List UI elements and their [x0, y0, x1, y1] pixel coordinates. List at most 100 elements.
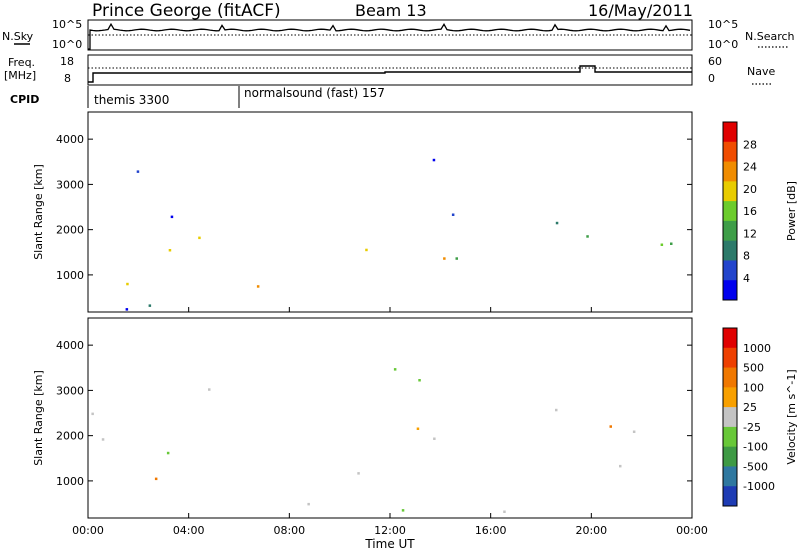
freq-label-line2: [MHz] — [4, 69, 36, 82]
noise-right-tick-top: 10^5 — [708, 18, 738, 31]
colorbar-swatch — [723, 367, 737, 388]
colorbar-tick-label: 25 — [743, 401, 757, 414]
x-tick-label: 12:00 — [374, 524, 406, 537]
freq-panel: Freq. [MHz] 18 8 60 0 Nave — [4, 54, 775, 86]
data-cell — [555, 221, 559, 225]
freq-left-tick-bottom: 8 — [64, 72, 71, 85]
x-tick-label: 20:00 — [575, 524, 607, 537]
data-cell — [168, 249, 172, 252]
colorbar-swatch — [723, 181, 737, 202]
velocity-panel-frame — [87, 317, 693, 519]
freq-right-tick-bottom: 0 — [708, 72, 715, 85]
data-cell — [126, 282, 129, 286]
freq-right-tick-top: 60 — [708, 55, 722, 68]
data-cell — [307, 502, 310, 506]
y-tick-label: 3000 — [56, 178, 84, 191]
data-cell — [451, 213, 455, 216]
freq-panel-frame — [87, 54, 693, 86]
noise-right-tick-bottom: 10^0 — [708, 38, 738, 51]
y-tick-label: 2000 — [56, 430, 84, 443]
data-cell — [401, 509, 405, 512]
y-tick-label: 1000 — [56, 269, 84, 282]
colorbar-tick-label: -1000 — [743, 480, 775, 493]
colorbar-swatch — [723, 220, 737, 242]
noise-sky-label: N.Sky — [2, 30, 34, 43]
velocity-panel: 1000 2000 3000 4000 Slant Range [km] 1000 50… — [32, 317, 798, 551]
colorbar-swatch — [723, 141, 737, 163]
y-tick-label: 4000 — [56, 133, 84, 146]
colorbar-tick-label: 24 — [743, 161, 757, 174]
x-tick-label: 04:00 — [173, 524, 205, 537]
data-cell — [154, 477, 158, 481]
data-cell — [170, 215, 174, 219]
colorbar-tick-label: 4 — [743, 272, 750, 285]
data-cell — [660, 243, 664, 246]
data-cell — [91, 412, 94, 416]
freq-label-line1: Freq. — [8, 56, 35, 69]
data-cell — [432, 158, 436, 162]
x-tick-label: 16:00 — [475, 524, 507, 537]
colorbar-tick-label: 12 — [743, 227, 757, 240]
colorbar-swatch — [723, 280, 737, 301]
noise-left-tick-bottom: 10^0 — [52, 38, 82, 51]
beam-label: Beam 13 — [355, 1, 427, 20]
data-cell — [136, 170, 140, 173]
power-panel-frame — [87, 111, 693, 313]
colorbar-tick-label: 1000 — [743, 342, 771, 355]
data-cell — [208, 388, 211, 391]
data-cell — [148, 304, 152, 307]
colorbar-swatch — [723, 407, 737, 428]
data-cell — [619, 464, 622, 468]
data-cell — [125, 308, 129, 311]
x-tick-label: 08:00 — [273, 524, 305, 537]
freq-left-tick-top: 18 — [60, 55, 74, 68]
data-cell — [357, 472, 360, 475]
data-cell — [418, 379, 421, 382]
colorbar-swatch — [723, 446, 737, 467]
colorbar-swatch — [723, 328, 737, 349]
x-tick-label: 00:00 — [72, 524, 104, 537]
y-tick-label: 4000 — [56, 339, 84, 352]
data-cell — [670, 242, 673, 245]
colorbar-swatch — [723, 466, 737, 487]
date-label: 16/May/2011 — [588, 1, 693, 20]
colorbar-tick-label: -500 — [743, 460, 768, 473]
data-cell — [166, 451, 170, 455]
noise-search-label: N.Search — [745, 30, 795, 43]
nave-label: Nave — [747, 65, 775, 78]
colorbar-tick-label: 500 — [743, 362, 764, 375]
colorbar-tick-label: 20 — [743, 183, 757, 196]
cpid-label: CPID — [10, 93, 39, 106]
noise-panel: N.Sky 10^5 10^0 10^5 10^0 N.Search — [2, 18, 795, 51]
velocity-data-cells — [91, 368, 636, 513]
power-ylabel: Slant Range [km] — [32, 164, 45, 260]
data-cell — [586, 235, 589, 238]
data-cell — [101, 438, 105, 441]
power-panel: 1000 2000 3000 4000 Slant Range [km] 28 24 20… — [32, 111, 798, 313]
power-data-cells — [125, 158, 673, 311]
velocity-axes: 1000 2000 3000 4000 — [56, 339, 693, 518]
colorbar-swatch — [723, 161, 737, 182]
time-axis: 00:00 04:00 08:00 12:00 16:00 20:00 00:00 — [72, 524, 708, 537]
velocity-ylabel: Slant Range [km] — [32, 370, 45, 466]
data-cell — [256, 285, 260, 288]
colorbar-tick-label: 8 — [743, 250, 750, 263]
data-cell — [365, 248, 368, 252]
time-axis-label: Time UT — [364, 537, 415, 551]
colorbar-swatch — [723, 122, 737, 143]
colorbar-swatch — [723, 240, 737, 261]
colorbar-label: Velocity [m s^-1] — [785, 369, 798, 464]
data-cell — [455, 257, 458, 260]
station-title: Prince George (fitACF) — [92, 1, 281, 21]
data-cell — [393, 368, 397, 371]
x-tick-label: 00:00 — [676, 524, 708, 537]
data-cell — [433, 437, 436, 440]
colorbar-swatch — [723, 486, 737, 507]
data-cell — [555, 408, 558, 412]
cpid-segment-2: normalsound (fast) 157 — [244, 86, 385, 100]
power-axes: 1000 2000 3000 4000 — [56, 133, 693, 312]
colorbar-tick-label: 100 — [743, 381, 764, 394]
colorbar-swatch — [723, 426, 737, 448]
y-tick-label: 2000 — [56, 224, 84, 237]
velocity-colorbar: 1000 500 100 25 -25 -100 -500 -1000 Velocity [m … — [722, 327, 798, 507]
